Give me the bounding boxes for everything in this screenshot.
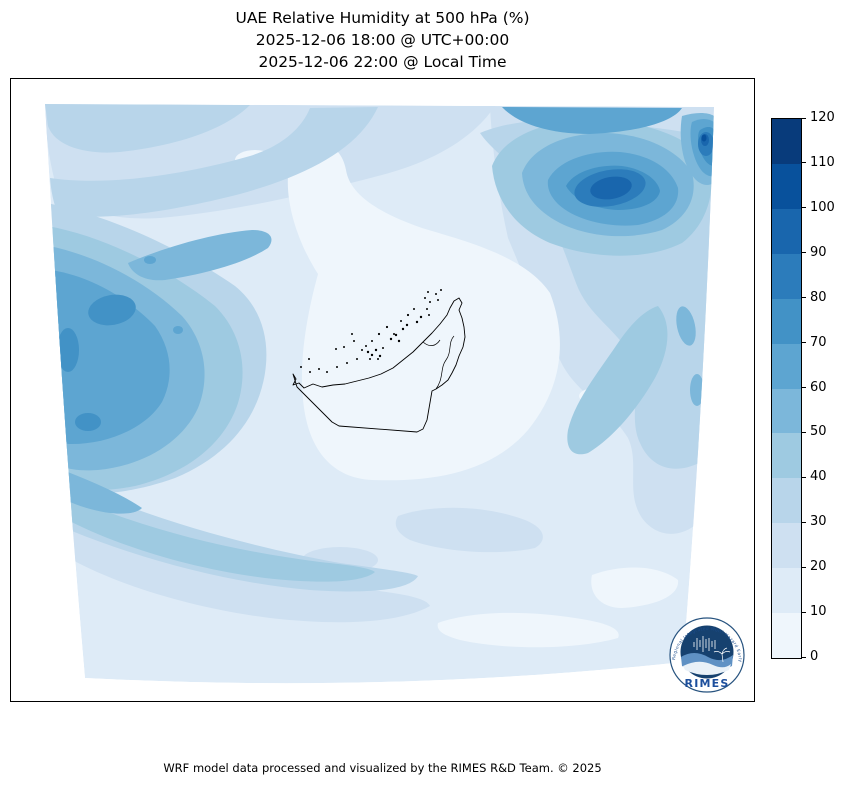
colorbar-tick-mark [802, 297, 806, 299]
contour-band-100-110 [701, 134, 707, 142]
logo-palm-icon [713, 647, 731, 663]
uae-border [292, 297, 466, 433]
colorbar-segment [772, 613, 801, 659]
logo-wordmark: RIMES [685, 677, 730, 690]
figure-title: UAE Relative Humidity at 500 hPa (%) 202… [10, 7, 755, 73]
colorbar-tick-mark [802, 117, 806, 119]
colorbar-segment [772, 119, 801, 164]
colorbar-tick-label: 10 [810, 604, 827, 620]
colorbar-tick-label: 0 [810, 649, 819, 664]
colorbar-tick-label: 90 [810, 244, 827, 260]
colorbar-tick-mark [802, 252, 806, 254]
colorbar-segment [772, 253, 801, 299]
colorbar-tick-mark [802, 162, 806, 164]
colorbar-tick-label: 20 [810, 559, 827, 575]
colorbar-segment [772, 343, 801, 389]
colorbar-tick-label: 40 [810, 469, 827, 485]
colorbar-segment [772, 298, 801, 344]
contour-field [45, 104, 714, 684]
colorbar-tick-label: 80 [810, 289, 827, 305]
title-line-1: UAE Relative Humidity at 500 hPa (%) [235, 9, 530, 27]
colorbar-tick-mark [802, 387, 806, 388]
colorbar-tick-mark [802, 521, 806, 523]
colorbar-segment [772, 208, 801, 254]
colorbar-tick-label: 70 [810, 334, 827, 350]
colorbar-segment [772, 163, 801, 209]
colorbar-tick-mark [802, 431, 806, 433]
colorbar-tick-mark [802, 207, 806, 209]
colorbar-tick-mark [802, 656, 806, 658]
colorbar-tick-mark [802, 611, 806, 613]
logo-seismograph [693, 636, 716, 652]
colorbar-segment [772, 478, 801, 524]
colorbar-tick-label: 30 [810, 514, 827, 530]
colorbar-tick-label: 100 [810, 199, 835, 215]
colorbar-tick-label: 50 [810, 424, 827, 440]
colorbar-segment [772, 433, 801, 479]
colorbar-segment [772, 388, 801, 434]
humidity-map: Regional Integrated Multi-Hazard Early W… [10, 78, 755, 702]
rimes-logo: Regional Integrated Multi-Hazard Early W… [669, 617, 745, 693]
title-line-3: 2025-12-06 22:00 @ Local Time [258, 53, 507, 71]
colorbar-tick-label: 110 [810, 154, 835, 170]
uae-islands [300, 289, 442, 373]
colorbar-tick-mark [802, 566, 806, 568]
colorbar-segment [772, 523, 801, 569]
colorbar-tick-mark [802, 342, 806, 344]
title-line-2: 2025-12-06 18:00 @ UTC+00:00 [255, 31, 510, 49]
colorbar-tick-mark [802, 476, 806, 478]
footer-credit: WRF model data processed and visualized … [163, 761, 602, 775]
map-axes: Regional Integrated Multi-Hazard Early W… [10, 78, 755, 702]
logo-wave-foam [683, 661, 731, 675]
colorbar-tick-label: 60 [810, 379, 827, 395]
colorbar [771, 118, 802, 659]
colorbar-segment [772, 568, 801, 614]
colorbar-tick-label: 120 [810, 110, 835, 125]
